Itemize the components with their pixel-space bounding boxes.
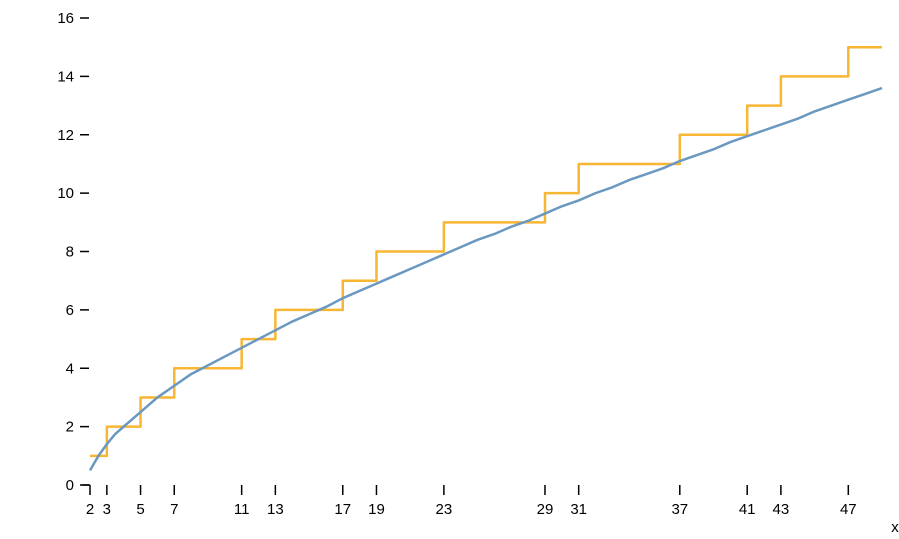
x-axis: 2 3 5 7 11 13 17 19 23 29 31 37 41 43 47 xyxy=(82,484,857,518)
x-tick-label: 13 xyxy=(267,501,284,518)
y-tick-label: 2 xyxy=(66,419,74,436)
x-tick-label: 3 xyxy=(103,501,111,518)
y-tick-label: 8 xyxy=(66,244,74,261)
y-tick-label: 12 xyxy=(57,127,74,144)
y-axis: 0 2 4 6 8 10 12 14 16 xyxy=(57,10,89,494)
x-axis-label: x xyxy=(891,519,899,536)
series-layer xyxy=(88,45,883,472)
x-tick-label: 7 xyxy=(170,501,178,518)
x-tick-label: 41 xyxy=(739,501,756,518)
x-tick-label: 2 xyxy=(86,501,94,518)
x-tick-label: 47 xyxy=(840,501,857,518)
x-tick-label: 19 xyxy=(368,501,385,518)
x-tick-label: 17 xyxy=(334,501,351,518)
y-tick-label: 0 xyxy=(66,477,74,494)
step-series-line xyxy=(90,45,882,458)
x-tick-label: 23 xyxy=(436,501,453,518)
x-tick-label: 37 xyxy=(671,501,688,518)
smooth-series-line xyxy=(88,86,883,472)
x-tick-label: 11 xyxy=(234,501,250,518)
x-tick-label: 5 xyxy=(136,501,144,518)
x-tick-label: 31 xyxy=(570,501,587,518)
y-tick-label: 4 xyxy=(66,360,74,377)
y-tick-label: 6 xyxy=(66,302,74,319)
y-tick-label: 10 xyxy=(57,185,74,202)
x-tick-label: 43 xyxy=(773,501,790,518)
y-tick-label: 14 xyxy=(57,68,74,85)
y-tick-label: 16 xyxy=(57,10,74,27)
x-tick-label: 29 xyxy=(537,501,554,518)
